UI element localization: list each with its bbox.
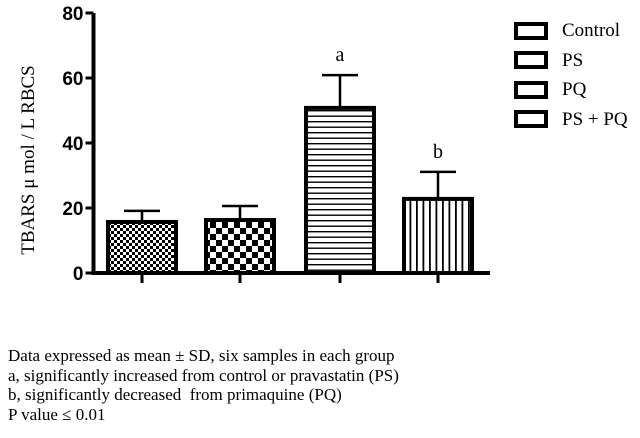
footnote-p-value: P value ≤ 0.01 — [8, 404, 106, 424]
bar-control — [106, 219, 178, 276]
y-tick-label: 20 — [62, 199, 83, 220]
legend-item-control: Control — [514, 16, 628, 46]
legend-swatch-icon — [514, 51, 548, 70]
bars: ab — [106, 44, 474, 276]
legend-swatch-icon — [514, 80, 548, 99]
legend-item-ps: PS — [514, 46, 628, 76]
significance-label: b — [433, 141, 443, 163]
footnote-a: a, significantly increased from control … — [8, 365, 399, 385]
significance-label: a — [336, 44, 345, 66]
legend-item-ps-pq: PS + PQ — [514, 105, 628, 135]
legend: Control PS PQ PS + PQ — [514, 16, 628, 134]
footnotes: Data expressed as mean ± SD, six samples… — [8, 346, 399, 424]
y-tick-label: 80 — [62, 4, 83, 25]
y-axis-label: TBARS μ mol / L RBCS — [4, 50, 54, 270]
legend-swatch-icon — [514, 21, 548, 40]
legend-swatch-icon — [514, 110, 548, 129]
bar-ps-pq — [402, 196, 474, 275]
footnote-b: b, significantly decreased from primaqui… — [8, 385, 342, 404]
footnote-data-description: Data expressed as mean ± SD, six samples… — [8, 346, 395, 365]
legend-label: PQ — [562, 79, 587, 101]
y-tick-label: 60 — [62, 69, 83, 90]
legend-item-pq: PQ — [514, 75, 628, 105]
legend-label: PS — [562, 49, 584, 71]
legend-label: Control — [562, 20, 621, 42]
bar-ps — [204, 218, 276, 275]
y-tick-label: 0 — [73, 264, 84, 285]
bar-pq — [304, 105, 376, 276]
y-axis-label-text: TBARS μ mol / L RBCS — [18, 65, 39, 255]
y-tick-label: 40 — [62, 134, 83, 155]
legend-label: PS + PQ — [562, 108, 628, 130]
